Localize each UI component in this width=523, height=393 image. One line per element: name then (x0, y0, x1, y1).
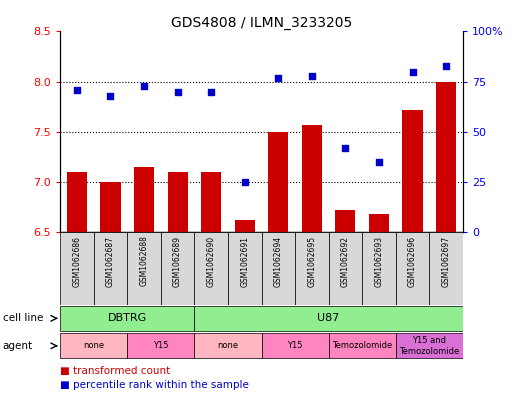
Text: ■ percentile rank within the sample: ■ percentile rank within the sample (60, 380, 249, 389)
Bar (429, 232, 463, 305)
Bar (262, 232, 295, 305)
Text: none: none (218, 342, 238, 350)
Text: GDS4808 / ILMN_3233205: GDS4808 / ILMN_3233205 (171, 16, 352, 30)
Point (73, 86, 81, 93)
Text: GSM1062696: GSM1062696 (408, 235, 417, 286)
Text: GSM1062686: GSM1062686 (72, 235, 82, 286)
Bar (302, 125, 322, 232)
Point (442, 62, 450, 69)
Bar (268, 132, 288, 232)
Bar (167, 172, 188, 232)
Point (140, 83, 148, 89)
Point (174, 88, 182, 95)
Text: Y15: Y15 (287, 342, 303, 350)
Bar (161, 232, 195, 305)
Point (274, 74, 282, 81)
Text: U87: U87 (317, 313, 340, 323)
Bar (127, 232, 161, 305)
Bar (60, 333, 127, 358)
Bar (94, 232, 127, 305)
Bar (436, 82, 456, 232)
Point (375, 158, 383, 165)
Bar (195, 333, 262, 358)
Text: GSM1062687: GSM1062687 (106, 235, 115, 286)
Point (341, 145, 349, 151)
Text: none: none (83, 342, 104, 350)
Point (241, 178, 249, 185)
Text: GSM1062697: GSM1062697 (441, 235, 451, 286)
Bar (335, 210, 356, 232)
Bar (127, 333, 195, 358)
Point (207, 88, 215, 95)
Text: ■ transformed count: ■ transformed count (60, 366, 170, 376)
Bar (195, 232, 228, 305)
Text: GSM1062695: GSM1062695 (308, 235, 316, 286)
Bar (396, 333, 463, 358)
Text: Y15: Y15 (153, 342, 168, 350)
Bar (396, 232, 429, 305)
Point (308, 72, 316, 79)
Bar (369, 214, 389, 232)
Bar (67, 172, 87, 232)
Bar (295, 232, 328, 305)
Text: agent: agent (3, 341, 33, 351)
Text: cell line: cell line (3, 313, 43, 323)
Text: Y15 and
Temozolomide: Y15 and Temozolomide (399, 336, 459, 356)
Bar (328, 333, 396, 358)
Bar (201, 172, 221, 232)
Bar (328, 232, 362, 305)
Bar (195, 306, 463, 331)
Point (408, 68, 417, 75)
Text: GSM1062694: GSM1062694 (274, 235, 283, 286)
Text: GSM1062693: GSM1062693 (374, 235, 383, 286)
Bar (403, 110, 423, 232)
Bar (100, 182, 120, 232)
Text: GSM1062690: GSM1062690 (207, 235, 215, 286)
Text: GSM1062688: GSM1062688 (140, 235, 149, 286)
Bar (262, 333, 328, 358)
Text: GSM1062691: GSM1062691 (240, 235, 249, 286)
Text: GSM1062689: GSM1062689 (173, 235, 182, 286)
Bar (60, 232, 94, 305)
Bar (235, 220, 255, 232)
Bar (60, 306, 195, 331)
Point (106, 92, 115, 99)
Bar (228, 232, 262, 305)
Bar (134, 167, 154, 232)
Text: GSM1062692: GSM1062692 (341, 235, 350, 286)
Text: Temozolomide: Temozolomide (332, 342, 392, 350)
Bar (362, 232, 396, 305)
Text: DBTRG: DBTRG (108, 313, 147, 323)
